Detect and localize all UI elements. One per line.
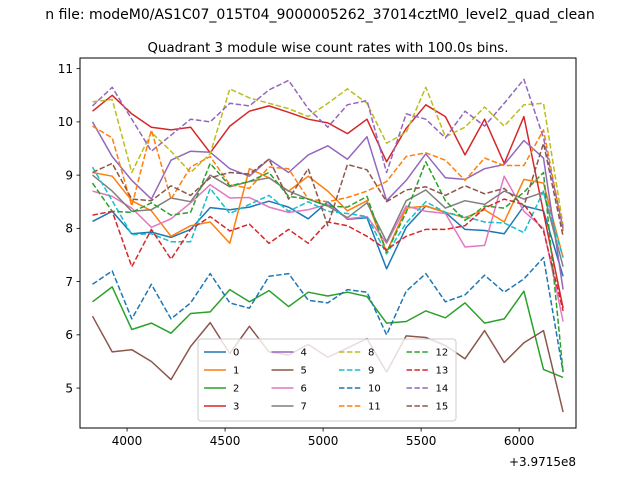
x-axis: 4000 4500 5000 5500 6000 [112, 428, 535, 448]
series-line-13 [92, 198, 564, 312]
series-line-4 [91, 121, 564, 290]
series-line-7 [92, 174, 564, 267]
axes-frame [79, 57, 577, 429]
legend-label-11: 11 [368, 402, 381, 413]
y-tick-label: 7 [65, 275, 73, 289]
legend-label-8: 8 [368, 348, 374, 359]
chart-title: Quadrant 3 module wise count rates with … [148, 41, 509, 56]
series-line-11 [92, 125, 564, 232]
legend-label-9: 9 [368, 366, 374, 377]
y-tick-label: 8 [65, 222, 73, 236]
legend-box [197, 338, 457, 422]
series-line-6 [92, 175, 564, 322]
series-line-12 [91, 161, 564, 373]
series-line-3 [92, 94, 564, 309]
legend-label-14: 14 [436, 384, 449, 395]
series-line-2 [92, 286, 564, 379]
series-line-8 [92, 86, 564, 226]
legend-label-13: 13 [436, 366, 449, 377]
y-tick-label: 10 [58, 115, 73, 129]
legend-label-10: 10 [368, 384, 381, 395]
legend-label-15: 15 [436, 402, 449, 413]
legend-label-12: 12 [436, 348, 449, 359]
legend-label-4: 4 [301, 348, 307, 359]
x-tick-label: 5500 [406, 434, 437, 448]
x-tick-label: 6000 [504, 434, 535, 448]
x-tick-label: 5000 [308, 434, 339, 448]
legend-label-7: 7 [301, 402, 307, 413]
y-tick-label: 9 [65, 168, 73, 182]
legend-label-6: 6 [301, 384, 307, 395]
series-line-10 [92, 256, 564, 373]
legend-label-3: 3 [233, 402, 239, 413]
y-axis: 5 6 7 8 9 10 11 [58, 62, 80, 395]
series-line-1 [92, 167, 564, 258]
legend-label-5: 5 [301, 366, 307, 377]
series-line-0 [92, 200, 564, 277]
figure-suptitle: n file: modeM0/AS1C07_015T04_9000005262_… [45, 7, 594, 23]
y-tick-label: 5 [65, 381, 73, 395]
y-tick-label: 11 [58, 62, 73, 76]
x-tick-label: 4000 [112, 434, 143, 448]
legend-label-1: 1 [233, 366, 239, 377]
series-line-14 [91, 78, 564, 229]
x-offset-label: +3.9715e8 [509, 455, 576, 469]
series-line-15 [92, 142, 564, 237]
y-tick-label: 6 [65, 328, 73, 342]
legend-label-2: 2 [233, 384, 239, 395]
series-line-9 [91, 166, 564, 258]
legend-label-0: 0 [233, 348, 239, 359]
x-tick-label: 4500 [210, 434, 241, 448]
